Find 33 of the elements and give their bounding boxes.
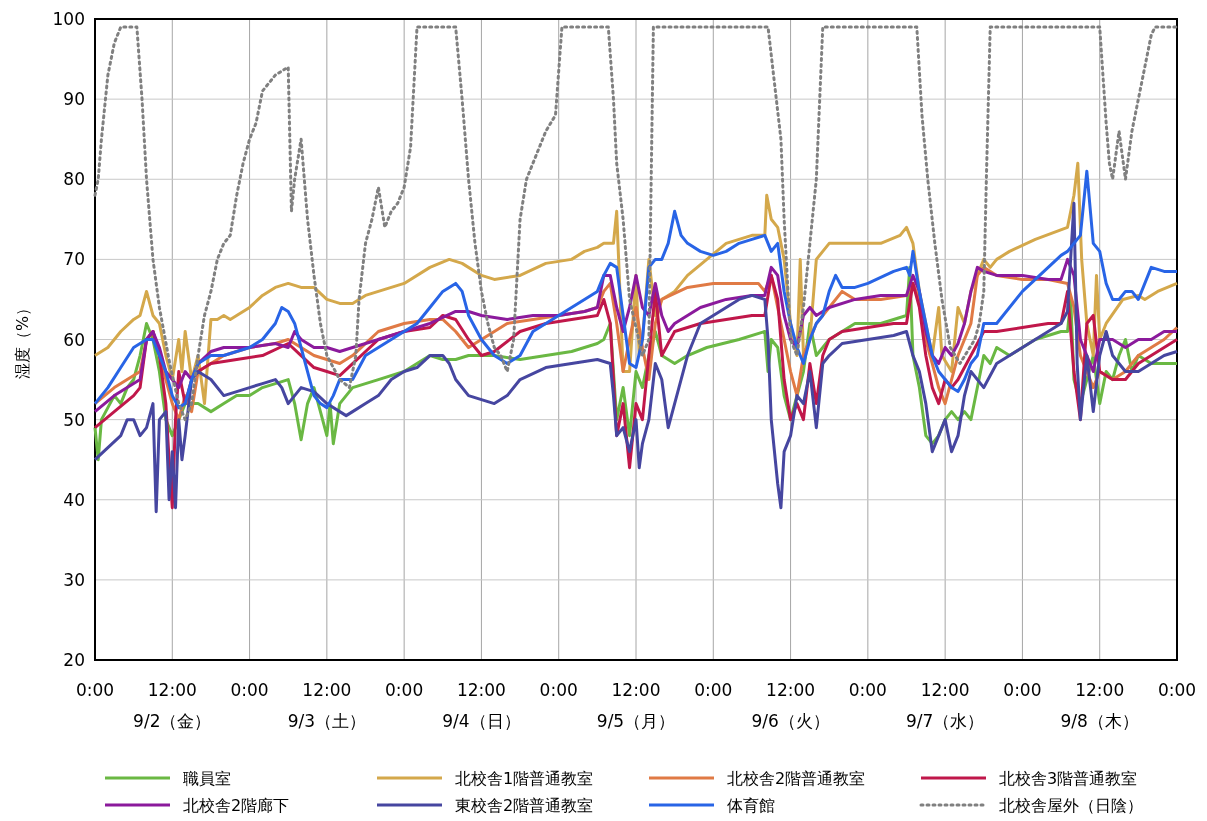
legend-label: 北校舎屋外（日陰） xyxy=(999,796,1143,815)
y-tick-label: 50 xyxy=(63,409,85,430)
x-tick-label: 0:00 xyxy=(694,680,733,700)
y-tick-label: 20 xyxy=(63,650,85,670)
legend-label: 東校舎2階普通教室 xyxy=(455,796,594,815)
legend-label: 北校舎2階普通教室 xyxy=(727,769,866,788)
x-tick-label: 12:00 9/3（土） xyxy=(287,680,367,731)
y-tick-label: 70 xyxy=(63,249,85,270)
y-tick-label: 60 xyxy=(63,329,85,350)
x-tick-label: 0:00 xyxy=(75,680,115,700)
x-tick-label: 0:00 xyxy=(230,680,269,700)
x-tick-label: 0:00 xyxy=(539,680,578,700)
x-tick-label: 12:00 9/4（日） xyxy=(442,680,521,731)
x-tick-label: 0:00 xyxy=(1003,680,1042,700)
x-tick-label: 0:00 xyxy=(385,680,424,700)
y-tick-label: 30 xyxy=(63,569,85,590)
y-tick-label: 90 xyxy=(63,89,85,110)
x-tick-label: 12:00 9/5（月） xyxy=(596,680,676,731)
x-tick-label: 12:00 9/2（金） xyxy=(133,680,212,731)
x-tick-label: 12:00 9/8（木） xyxy=(1060,680,1139,731)
x-tick-label: 0:00 xyxy=(1157,680,1197,700)
y-tick-label: 100 xyxy=(52,9,85,29)
legend-label: 北校舎1階普通教室 xyxy=(455,769,594,788)
x-tick-label: 12:00 9/7（水） xyxy=(905,680,985,731)
y-tick-label: 40 xyxy=(63,489,85,510)
legend-label: 体育館 xyxy=(727,796,775,815)
y-tick-label: 80 xyxy=(63,169,85,190)
legend-label: 北校舎2階廊下 xyxy=(183,796,290,815)
legend-label: 職員室 xyxy=(183,769,231,788)
legend-label: 北校舎3階普通教室 xyxy=(999,769,1138,788)
x-tick-label: 0:00 xyxy=(848,680,887,700)
y-axis-title: 湿度（%） xyxy=(13,299,32,380)
x-tick-label: 12:00 9/6（火） xyxy=(751,680,830,731)
